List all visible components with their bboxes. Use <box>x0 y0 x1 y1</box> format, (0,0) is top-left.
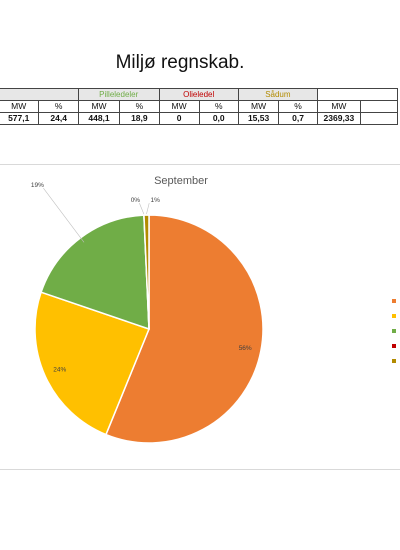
legend-item <box>392 293 399 308</box>
column-header: MW <box>77 100 121 113</box>
chart-title: September <box>154 175 208 187</box>
group-header: Sådum <box>237 88 318 101</box>
table-cell: 0,7 <box>278 112 318 125</box>
group-header: Pilleledeler <box>77 88 160 101</box>
legend-item <box>392 338 399 353</box>
pie-slice <box>34 291 150 436</box>
group-header <box>0 88 79 101</box>
chart-area: September 56% 24% 19% 0% 1% <box>0 164 400 470</box>
table-cell <box>359 112 399 125</box>
column-header: MW <box>158 100 200 113</box>
table-cell: 577,1 <box>0 112 40 125</box>
table-cell: 24,4 <box>38 112 79 125</box>
data-label: 1% <box>151 197 161 204</box>
values-row: 577,1 24,4 448,1 18,9 0 0,0 15,53 0,7 23… <box>0 112 399 125</box>
subheader-row: MW % MW % MW % MW % MW <box>0 100 399 113</box>
data-label: 24% <box>53 367 66 374</box>
legend-swatch <box>392 358 396 363</box>
group-header: Olieledel <box>158 88 239 101</box>
column-header <box>359 100 399 113</box>
table-cell: 0 <box>158 112 200 125</box>
column-header: % <box>278 100 318 113</box>
chart-legend <box>392 293 399 368</box>
data-label: 56% <box>239 345 252 352</box>
legend-swatch <box>392 313 396 318</box>
legend-swatch <box>392 343 396 348</box>
column-header: % <box>38 100 79 113</box>
column-header: % <box>198 100 239 113</box>
legend-swatch <box>392 328 396 333</box>
table-cell: 448,1 <box>77 112 121 125</box>
pie-chart: September 56% 24% 19% 0% 1% <box>31 175 264 444</box>
group-header <box>316 88 399 101</box>
column-header: MW <box>0 100 40 113</box>
pie-slice <box>104 214 264 444</box>
legend-item <box>392 308 399 323</box>
column-header: MW <box>237 100 280 113</box>
summary-table: Pilleledeler Olieledel Sådum MW % MW % M… <box>0 88 399 125</box>
legend-swatch <box>392 298 396 303</box>
page-title: Miljø regnskab. <box>115 52 245 73</box>
column-header: % <box>119 100 160 113</box>
leader-line <box>139 203 145 215</box>
table-cell: 0,0 <box>198 112 239 125</box>
table-cell: 15,53 <box>237 112 280 125</box>
table-cell: 18,9 <box>119 112 160 125</box>
data-label: 19% <box>31 182 44 189</box>
legend-item <box>392 353 399 368</box>
group-header-row: Pilleledeler Olieledel Sådum <box>0 88 399 101</box>
leader-line <box>43 188 85 243</box>
leader-line <box>146 202 150 215</box>
column-header: MW <box>316 100 361 113</box>
pie-slice <box>143 214 150 330</box>
data-label: 0% <box>131 197 141 204</box>
legend-item <box>392 323 399 338</box>
table-cell: 2369,33 <box>316 112 361 125</box>
